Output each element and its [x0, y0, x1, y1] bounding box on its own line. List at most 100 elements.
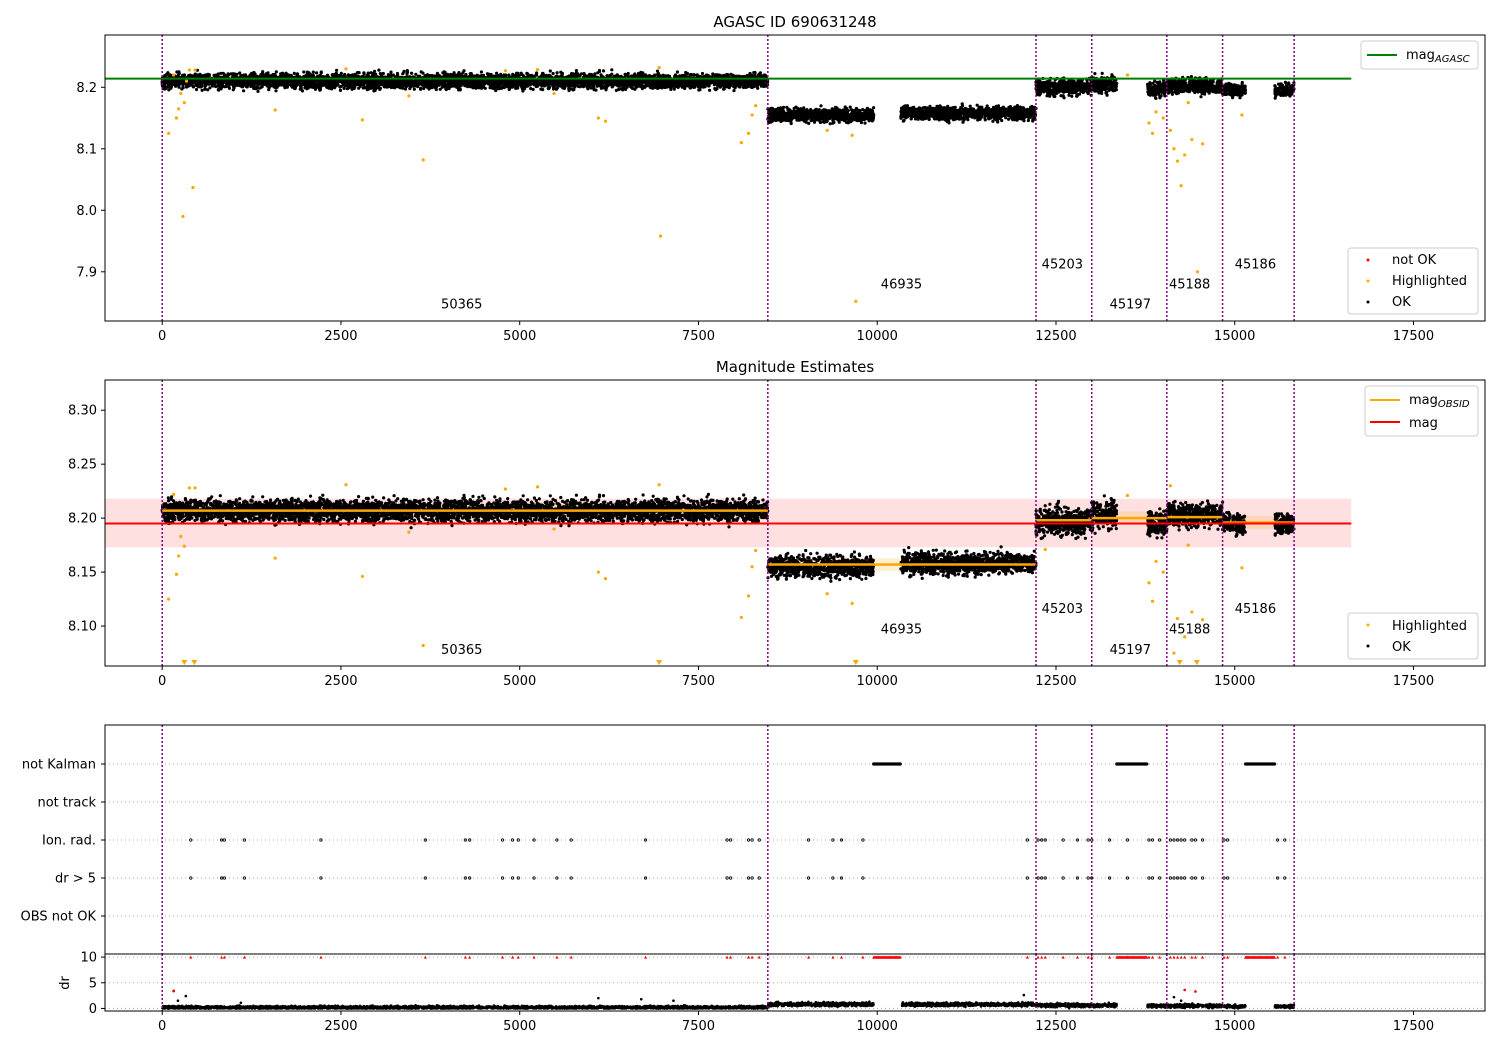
ok-point [672, 87, 676, 91]
ok-point [283, 73, 287, 77]
ok-point [405, 69, 409, 73]
ok-point [581, 85, 586, 89]
ok-point [229, 72, 233, 76]
ok-point [593, 79, 597, 83]
ok-point [200, 88, 204, 92]
ok-point [614, 81, 618, 85]
ok-point [617, 87, 621, 92]
ok-point [382, 85, 387, 89]
ok-point [654, 85, 659, 89]
ok-point [540, 84, 544, 88]
ok-point [361, 86, 365, 90]
ok-point [175, 70, 179, 74]
ok-point [235, 72, 239, 76]
ok-point [305, 86, 309, 90]
ok-point [335, 68, 339, 72]
ok-point [550, 80, 554, 85]
ok-point [640, 71, 644, 75]
ok-point [218, 81, 222, 85]
ok-point [553, 84, 557, 88]
ok-point [700, 71, 705, 76]
ok-point [270, 73, 275, 77]
ok-point [365, 88, 369, 92]
ok-point [338, 88, 343, 92]
ok-point [330, 85, 334, 89]
ok-point [517, 73, 521, 78]
ok-point [518, 82, 522, 86]
ok-point [194, 83, 198, 87]
ok-point [292, 86, 296, 90]
ok-point [395, 71, 400, 76]
ok-point [872, 106, 876, 110]
ok-point [551, 71, 555, 76]
ok-point [317, 79, 321, 83]
ok-point [414, 72, 418, 76]
ok-point [250, 73, 254, 77]
ok-point [707, 84, 711, 88]
ok-point [314, 83, 318, 87]
ok-point [673, 74, 677, 78]
ok-point [242, 89, 246, 93]
ok-point [296, 79, 300, 83]
ok-point [609, 83, 613, 87]
ok-point [720, 80, 724, 84]
ok-point [483, 86, 487, 90]
ok-point [362, 72, 366, 76]
ok-point [740, 81, 744, 85]
ok-point [384, 79, 388, 84]
ok-point [686, 82, 690, 86]
ok-point [541, 88, 545, 92]
ok-point [408, 87, 412, 91]
ok-point [205, 81, 209, 86]
ok-point [402, 82, 406, 87]
ok-point [169, 86, 173, 90]
ok-point [479, 70, 483, 74]
ok-point [642, 80, 646, 84]
ok-point [332, 81, 336, 85]
ok-point [305, 70, 309, 74]
ok-point [480, 82, 484, 86]
ok-point [218, 84, 222, 88]
ok-point [419, 86, 423, 90]
ok-point [615, 73, 619, 77]
ok-point [452, 71, 456, 75]
ok-point [319, 70, 323, 74]
ok-point [709, 81, 713, 85]
ok-point [633, 79, 637, 83]
ok-point [394, 79, 399, 83]
ok-point [223, 85, 227, 89]
ok-point [208, 81, 212, 85]
ok-point [715, 87, 719, 91]
ok-point [649, 81, 654, 85]
ok-point [326, 82, 330, 86]
ok-point [235, 83, 239, 87]
ok-point [448, 82, 452, 86]
ok-point [592, 74, 597, 78]
ok-point [266, 73, 270, 77]
ok-point [485, 72, 490, 76]
ok-point [411, 79, 415, 83]
ok-point [357, 86, 361, 90]
ok-point [427, 87, 431, 91]
ok-point [721, 84, 726, 88]
ok-point [163, 74, 167, 78]
ok-point [759, 82, 763, 86]
ok-point [548, 69, 552, 73]
ok-point [434, 87, 438, 92]
ok-point [397, 84, 401, 88]
ok-point [510, 85, 514, 89]
ok-point [405, 72, 409, 76]
ok-point [690, 82, 694, 86]
ok-point [250, 84, 254, 88]
ok-point [736, 79, 740, 83]
ok-point [373, 88, 377, 92]
ok-point [274, 89, 278, 93]
ok-point [652, 74, 657, 78]
ok-point [750, 79, 754, 83]
ok-point [403, 87, 408, 91]
ok-point [601, 69, 606, 73]
ok-point [626, 71, 630, 76]
ok-point [494, 88, 498, 93]
ok-point [245, 85, 249, 89]
ok-point [610, 68, 614, 72]
